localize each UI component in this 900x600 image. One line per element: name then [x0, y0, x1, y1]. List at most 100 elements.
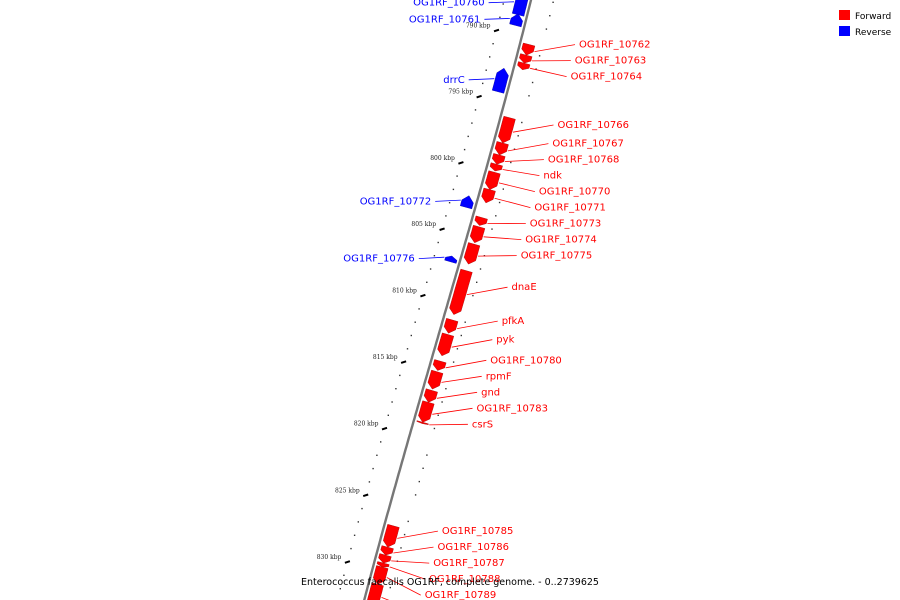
minor-tick-dot	[414, 321, 416, 323]
tick-marks: 790 kbp 795 kbp 800 kbp 805 kbp 810 kbp 815 k…	[317, 23, 500, 564]
gene-og1rf-10775[interactable]	[463, 242, 481, 265]
leader-og1rf-10787	[391, 560, 430, 564]
gene-og1rf-10774[interactable]	[469, 224, 486, 244]
label-og1rf-10780[interactable]: OG1RF_10780	[490, 355, 562, 366]
label-pfka[interactable]: pfkA	[502, 316, 525, 327]
gene-ndk[interactable]	[489, 162, 503, 172]
label-og1rf-10762[interactable]: OG1RF_10762	[579, 40, 651, 51]
minor-tick-dot	[510, 161, 512, 164]
gene-og1rf-10772[interactable]	[459, 195, 474, 210]
genome-caption: Enterococcus faecalis OG1RF, complete ge…	[301, 577, 599, 588]
minor-tick-dot	[445, 215, 447, 217]
gene-og1rf-10788[interactable]	[376, 561, 390, 568]
minor-tick-dot	[414, 494, 417, 496]
label-og1rf-10772[interactable]: OG1RF_10772	[360, 196, 432, 207]
label-gnd[interactable]: gnd	[481, 387, 500, 398]
label-og1rf-10776[interactable]: OG1RF_10776	[343, 254, 415, 265]
tick-label: 790 kbp	[466, 23, 491, 30]
gene-og1rf-10762[interactable]	[521, 42, 536, 56]
gene-og1rf-10770[interactable]	[485, 170, 501, 190]
leader-og1rf-10789	[386, 577, 421, 596]
label-og1rf-10771[interactable]: OG1RF_10771	[534, 203, 606, 214]
gene-drrc[interactable]	[491, 67, 509, 94]
leader-drrc	[468, 78, 495, 81]
gene-og1rf-10787[interactable]	[378, 553, 392, 564]
gene-gnd[interactable]	[423, 388, 438, 403]
gene-og1rf-10780[interactable]	[432, 359, 447, 371]
gene-pfka[interactable]	[443, 318, 459, 334]
label-drrc[interactable]: drrC	[443, 75, 464, 86]
label-og1rf-10789[interactable]: OG1RF_10789	[425, 590, 497, 600]
minor-tick-dot	[403, 533, 406, 536]
minor-tick-dot	[422, 467, 424, 469]
gene-csrs[interactable]	[416, 420, 429, 425]
tick-label: 825 kbp	[335, 487, 360, 494]
minor-tick-dot	[476, 281, 478, 283]
gene-og1rf-10786[interactable]	[380, 545, 394, 556]
gene-og1rf-10789[interactable]	[372, 565, 389, 585]
label-og1rf-10768[interactable]: OG1RF_10768	[548, 155, 620, 166]
minor-tick-dot	[429, 268, 432, 270]
minor-tick-dot	[406, 348, 409, 350]
gene-og1rf-10767[interactable]	[494, 141, 509, 156]
gene-og1rf-10773[interactable]	[474, 215, 488, 226]
gene-og1rf-10764[interactable]	[517, 61, 531, 71]
label-leader-lines	[381, 1, 576, 600]
label-og1rf-10761[interactable]: OG1RF_10761	[409, 14, 481, 25]
gene-hpaiim[interactable]	[367, 582, 384, 600]
gene-og1rf-10785[interactable]	[383, 524, 400, 548]
minor-tick-dot	[464, 321, 466, 323]
gene-og1rf-10761[interactable]	[509, 13, 523, 28]
gene-og1rf-10760[interactable]	[511, 0, 529, 17]
leader-og1rf-10785	[397, 530, 438, 539]
gene-pyk[interactable]	[437, 332, 455, 357]
minor-tick-dot	[357, 521, 359, 523]
label-ndk[interactable]: ndk	[543, 171, 562, 182]
label-og1rf-10787[interactable]: OG1RF_10787	[433, 558, 505, 569]
leader-dnae	[466, 286, 508, 295]
label-og1rf-10763[interactable]: OG1RF_10763	[575, 56, 647, 67]
gene-og1rf-10763[interactable]	[519, 53, 533, 64]
minor-tick-dot	[535, 68, 537, 70]
minor-tick-dot	[521, 121, 523, 124]
leader-og1rf-10764	[530, 67, 567, 77]
legend-forward-label: Forward	[855, 12, 891, 22]
label-og1rf-10764[interactable]: OG1RF_10764	[571, 72, 643, 83]
gene-og1rf-10768[interactable]	[491, 153, 506, 165]
minor-tick-dot	[549, 15, 551, 17]
label-og1rf-10773[interactable]: OG1RF_10773	[530, 219, 602, 230]
label-csrs[interactable]: csrS	[472, 419, 493, 430]
label-dnae[interactable]: dnaE	[512, 282, 537, 293]
gene-rpmf[interactable]	[427, 369, 444, 390]
gene-og1rf-10771[interactable]	[481, 187, 496, 204]
strand-legend: Forward Reverse	[839, 10, 892, 38]
minor-tick-dot	[376, 454, 378, 456]
gene-og1rf-10766[interactable]	[498, 115, 516, 144]
label-og1rf-10760[interactable]: OG1RF_10760	[413, 0, 485, 9]
minor-tick-dot	[545, 28, 548, 30]
minor-tick-dot	[489, 56, 491, 58]
minor-tick-dot	[445, 388, 447, 390]
label-og1rf-10774[interactable]: OG1RF_10774	[525, 235, 597, 246]
label-pyk[interactable]: pyk	[496, 335, 514, 346]
leader-og1rf-10767	[507, 143, 549, 152]
leader-og1rf-10780	[445, 359, 487, 369]
label-og1rf-10788[interactable]: OG1RF_10788	[429, 574, 501, 585]
label-og1rf-10767[interactable]: OG1RF_10767	[552, 139, 624, 150]
minor-tick-dot	[426, 454, 428, 456]
leader-og1rf-10761	[484, 18, 510, 20]
label-og1rf-10783[interactable]: OG1RF_10783	[477, 403, 549, 414]
gene-dnae[interactable]	[449, 268, 473, 315]
tick-label: 810 kbp	[392, 288, 417, 295]
label-rpmf[interactable]: rpmF	[486, 371, 512, 382]
gene-og1rf-10776[interactable]	[444, 255, 458, 264]
minor-tick-dot	[368, 481, 371, 483]
label-og1rf-10770[interactable]: OG1RF_10770	[539, 187, 611, 198]
label-og1rf-10775[interactable]: OG1RF_10775	[521, 251, 593, 262]
label-og1rf-10786[interactable]: OG1RF_10786	[438, 542, 510, 553]
minor-tick-dot	[361, 507, 363, 510]
label-og1rf-10785[interactable]: OG1RF_10785	[442, 526, 514, 537]
label-og1rf-10766[interactable]: OG1RF_10766	[558, 120, 630, 131]
gene-og1rf-10783[interactable]	[418, 400, 435, 423]
minor-tick-dot	[433, 427, 436, 430]
